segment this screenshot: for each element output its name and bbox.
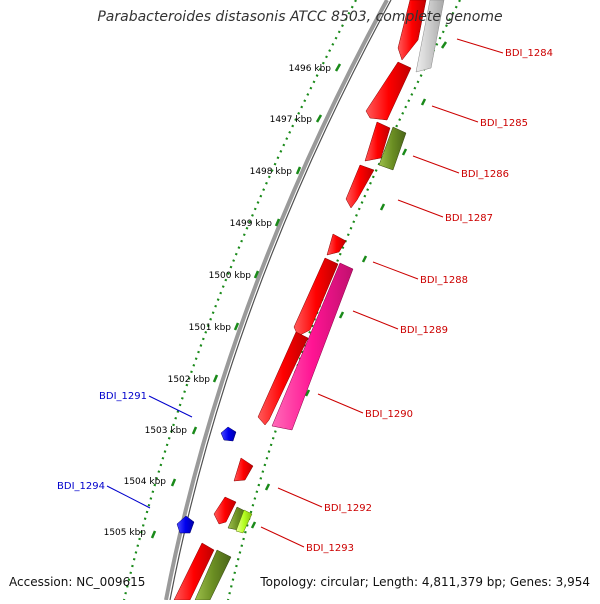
outer-tick: [264, 483, 271, 491]
gene-bdi-1294[interactable]: [176, 515, 195, 534]
scale-label: 1505 kbp: [104, 528, 147, 538]
leader-line: [431, 105, 479, 123]
scale-labels: 1496 kbp 1497 kbp 1498 kbp 1499 kbp 1500…: [104, 64, 332, 538]
label-leaders-left: [106, 395, 193, 509]
leader-line: [317, 393, 364, 414]
scale-tick: [253, 270, 260, 279]
scale-tick: [233, 322, 240, 331]
scale-label: 1502 kbp: [168, 375, 211, 385]
gene-bdi-1292[interactable]: [233, 457, 254, 482]
gene-label[interactable]: BDI_1287: [445, 213, 493, 224]
outer-tick: [361, 255, 368, 263]
outer-tick: [440, 41, 448, 49]
leader-line: [372, 261, 419, 280]
gene-label[interactable]: BDI_1288: [420, 275, 468, 286]
leader-line: [277, 487, 323, 508]
gene-bdi-1286[interactable]: [378, 126, 407, 171]
outer-tick: [379, 203, 386, 211]
leader-line: [456, 38, 504, 54]
scale-label: 1504 kbp: [124, 477, 167, 487]
gene-label[interactable]: BDI_1286: [461, 169, 509, 180]
scale-tick: [212, 374, 219, 383]
outer-tick: [401, 148, 408, 156]
gene-bdi-1291[interactable]: [220, 426, 237, 442]
label-leaders-right: [260, 38, 504, 548]
scale-tick: [334, 63, 342, 72]
leader-line: [148, 395, 193, 418]
gene-label[interactable]: BDI_1291: [99, 391, 147, 402]
outer-tick: [304, 389, 311, 397]
genome-backbone: [164, 0, 389, 601]
map-title: Parabacteroides distasonis ATCC 8503, co…: [97, 9, 503, 25]
gene-bdi-1293-lime[interactable]: [235, 509, 253, 534]
gene-bdi-1290[interactable]: [257, 331, 309, 426]
gene-bdi-1285[interactable]: [365, 61, 412, 121]
accession-label: Accession: NC_009615: [9, 575, 146, 589]
gene-bdi-1285b[interactable]: [364, 121, 391, 162]
genome-backbone-shadow: [169, 0, 392, 601]
gene-label[interactable]: BDI_1293: [306, 543, 354, 554]
leader-line: [260, 526, 305, 548]
gene-label[interactable]: BDI_1285: [480, 118, 528, 129]
outer-tick: [420, 98, 427, 106]
gene-features-reverse: [176, 426, 237, 534]
gene-labels-left: BDI_1291 BDI_1294: [57, 391, 147, 492]
scale-tick: [315, 114, 323, 123]
gene-bdi-1287[interactable]: [345, 164, 375, 209]
gene-bdi-1284[interactable]: [397, 0, 427, 61]
gene-label[interactable]: BDI_1289: [400, 325, 448, 336]
scale-ticks: [150, 63, 342, 539]
leader-line: [397, 199, 444, 218]
gene-bdi-1293[interactable]: [213, 496, 237, 525]
scale-track: [122, 0, 357, 601]
gene-label[interactable]: BDI_1292: [324, 503, 372, 514]
scale-label: 1501 kbp: [189, 323, 232, 333]
gene-label[interactable]: BDI_1290: [365, 409, 413, 420]
gene-bdi-1288[interactable]: [326, 233, 347, 256]
gene-label[interactable]: BDI_1294: [57, 481, 105, 492]
gene-bdi-1289[interactable]: [293, 257, 339, 337]
gene-labels-right: BDI_1284 BDI_1285 BDI_1286 BDI_1287 BDI_…: [306, 48, 553, 554]
outer-tick: [338, 311, 345, 319]
outer-tick: [250, 521, 257, 529]
gene-bdi-1289-paralog[interactable]: [271, 262, 354, 431]
scale-label: 1498 kbp: [250, 167, 293, 177]
scale-tick: [170, 478, 177, 487]
scale-label: 1496 kbp: [289, 64, 332, 74]
scale-tick: [150, 530, 157, 539]
gene-features-forward: [173, 0, 445, 601]
scale-label: 1500 kbp: [209, 271, 252, 281]
leader-line: [106, 485, 151, 509]
scale-tick: [295, 166, 302, 175]
scale-label: 1503 kbp: [145, 426, 188, 436]
scale-tick: [191, 426, 198, 435]
leader-line: [412, 155, 460, 174]
outer-ticks: [250, 41, 448, 529]
leader-line: [352, 310, 399, 330]
scale-label: 1499 kbp: [230, 219, 273, 229]
gene-label[interactable]: BDI_1284: [505, 48, 553, 59]
gene-bdi-1284-paralog[interactable]: [415, 0, 445, 73]
scale-tick: [274, 218, 281, 227]
scale-label: 1497 kbp: [270, 115, 313, 125]
topology-label: Topology: circular; Length: 4,811,379 bp…: [260, 575, 590, 589]
